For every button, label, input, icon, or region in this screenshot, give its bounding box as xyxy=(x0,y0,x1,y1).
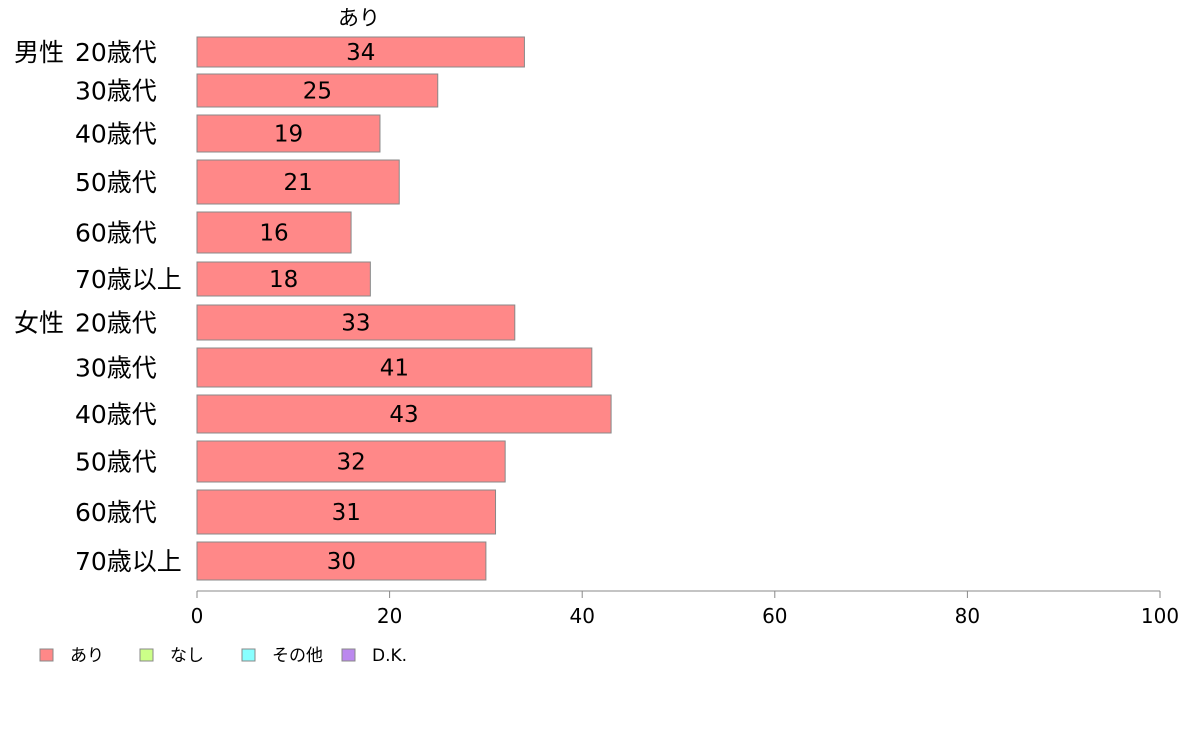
data-label: 18 xyxy=(269,267,298,293)
bar xyxy=(196,159,400,205)
legend-item: あり xyxy=(39,646,104,666)
group-label: 女性 xyxy=(14,309,64,338)
legend: あり なし その他 D.K. xyxy=(39,646,407,666)
series-header: あり xyxy=(338,6,380,30)
data-label: 41 xyxy=(380,356,409,382)
legend-swatch xyxy=(241,648,256,662)
bar xyxy=(196,394,612,434)
bar xyxy=(196,261,371,297)
legend-label: D.K. xyxy=(372,646,407,666)
x-tick-label: 80 xyxy=(955,604,980,628)
category-label: 30歳代 xyxy=(75,354,157,383)
legend-label: その他 xyxy=(272,646,323,666)
bar xyxy=(196,36,525,68)
x-tick-label: 20 xyxy=(377,604,402,628)
data-label: 43 xyxy=(389,402,418,428)
legend-item: なし xyxy=(139,646,204,666)
category-label: 20歳代 xyxy=(75,309,157,338)
bar xyxy=(196,347,593,388)
data-label: 32 xyxy=(336,450,365,476)
bar xyxy=(196,541,487,581)
x-tick-label: 0 xyxy=(191,604,204,628)
data-label: 34 xyxy=(346,40,375,66)
data-label: 19 xyxy=(274,122,303,148)
legend-label: なし xyxy=(170,646,204,666)
bar xyxy=(196,304,516,341)
bar xyxy=(196,440,506,483)
data-label: 33 xyxy=(341,311,370,337)
bar xyxy=(196,211,352,254)
legend-swatch xyxy=(139,648,154,662)
category-label: 70歳以上 xyxy=(75,265,182,294)
data-label: 30 xyxy=(327,549,356,575)
category-label: 60歳代 xyxy=(75,498,157,527)
group-label: 男性 xyxy=(14,38,64,67)
x-tick-label: 100 xyxy=(1141,604,1179,628)
legend-swatch xyxy=(39,648,54,662)
x-tick-label: 60 xyxy=(762,604,787,628)
category-label: 60歳代 xyxy=(75,219,157,248)
bar xyxy=(196,73,439,108)
category-label: 40歳代 xyxy=(75,400,157,429)
bar xyxy=(196,489,497,535)
legend-item: D.K. xyxy=(341,646,407,666)
category-label: 30歳代 xyxy=(75,77,157,106)
data-label: 25 xyxy=(303,79,332,105)
x-tick-label: 40 xyxy=(569,604,594,628)
x-axis: 0 20 40 60 80 100 xyxy=(191,590,1179,628)
legend-item: その他 xyxy=(241,646,323,666)
data-label: 31 xyxy=(332,500,361,526)
data-label: 16 xyxy=(259,221,288,247)
category-label: 40歳代 xyxy=(75,120,157,149)
legend-label: あり xyxy=(70,646,104,666)
category-label: 20歳代 xyxy=(75,38,157,67)
data-label: 21 xyxy=(283,170,312,196)
category-label: 70歳以上 xyxy=(75,547,182,576)
category-label: 50歳代 xyxy=(75,448,157,477)
category-label: 50歳代 xyxy=(75,168,157,197)
bar xyxy=(196,114,381,153)
legend-swatch xyxy=(341,648,356,662)
